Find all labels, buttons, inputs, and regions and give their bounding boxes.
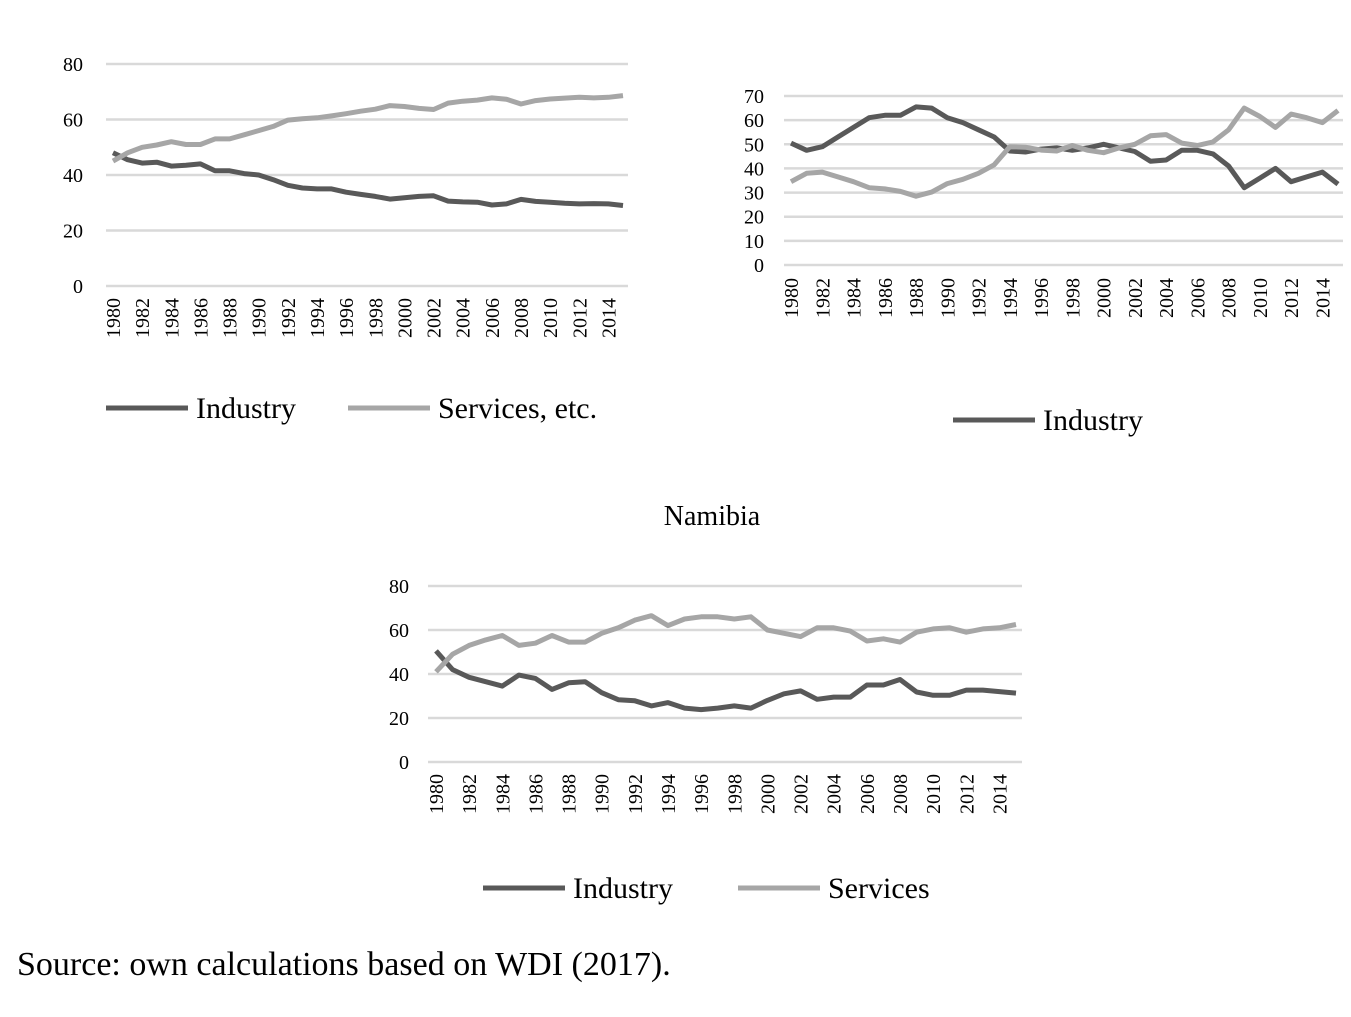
south-africa-x-tick-label: 1992 bbox=[278, 298, 300, 338]
namibia-x-tick-label: 1984 bbox=[492, 774, 514, 814]
namibia-x-tick-label: 2014 bbox=[989, 774, 1011, 814]
chart-2-x-tick-label: 1986 bbox=[875, 278, 897, 318]
south-africa-series-industry bbox=[111, 150, 624, 208]
chart-2-x-tick-label: 2004 bbox=[1156, 278, 1178, 318]
namibia-chart: Namibia 0 20 40 60 80 1980 1982 1984 1986 1988 1990… bbox=[389, 501, 1022, 905]
chart-2-x-tick-label: 2000 bbox=[1094, 278, 1116, 318]
south-africa-x-tick-label: 2006 bbox=[482, 298, 504, 338]
namibia-x-tick-label: 2004 bbox=[824, 774, 846, 814]
south-africa-legend-item: Services, etc. bbox=[348, 392, 597, 425]
chart-2-legend-label: Industry bbox=[1043, 404, 1143, 437]
namibia-title: Namibia bbox=[664, 501, 761, 532]
south-africa-x-tick-label: 2008 bbox=[511, 298, 533, 338]
chart-2-x-tick-label: 1994 bbox=[1000, 278, 1022, 318]
south-africa-x-tick-label: 2012 bbox=[569, 298, 591, 338]
south-africa-legend-label: Industry bbox=[196, 392, 296, 425]
chart-2-y-tick-label: 30 bbox=[744, 183, 764, 205]
chart-2-y-tick-label: 20 bbox=[744, 207, 764, 229]
south-africa-x-tick-label: 1986 bbox=[190, 298, 212, 338]
south-africa-x-tick-label: 2000 bbox=[394, 298, 416, 338]
south-africa-series-services-etc bbox=[111, 93, 624, 164]
south-africa-x-tick-label: 1996 bbox=[336, 298, 358, 338]
south-africa-x-tick-label: 2014 bbox=[598, 298, 620, 338]
south-africa-x-tick-label: 2002 bbox=[424, 298, 446, 338]
chart-2-x-tick-label: 1996 bbox=[1031, 278, 1053, 318]
chart-2-y-tick-label: 10 bbox=[744, 231, 764, 253]
namibia-x-tick-label: 2008 bbox=[890, 774, 912, 814]
namibia-x-tick-label: 2012 bbox=[956, 774, 978, 814]
chart-2-x-tick-label: 2002 bbox=[1125, 278, 1147, 318]
namibia-y-tick-label: 80 bbox=[389, 576, 409, 598]
south-africa-legend-item: Industry bbox=[106, 392, 296, 425]
namibia-series-industry bbox=[434, 649, 1017, 713]
chart-2-x-tick-label: 1990 bbox=[937, 278, 959, 318]
chart-2-series-services bbox=[789, 105, 1340, 199]
namibia-x-tick-label: 1996 bbox=[691, 774, 713, 814]
chart-2-y-tick-label: 60 bbox=[744, 110, 764, 132]
south-africa-x-tick-label: 1982 bbox=[132, 298, 154, 338]
south-africa-chart: South Africa 0 20 40 60 80 1980 1982 1984 1986 198… bbox=[63, 0, 628, 425]
south-africa-title: South Africa bbox=[283, 0, 426, 3]
chart-2-x-tick-label: 1982 bbox=[812, 278, 834, 318]
namibia-y-tick-label: 0 bbox=[399, 752, 409, 774]
chart-2-x-tick-label: 2010 bbox=[1250, 278, 1272, 318]
chart-2-x-tick-label: 1980 bbox=[781, 278, 803, 318]
source-note: Source: own calculations based on WDI (2… bbox=[17, 946, 671, 983]
south-africa-x-tick-label: 2010 bbox=[540, 298, 562, 338]
south-africa-y-tick-label: 0 bbox=[73, 276, 83, 298]
chart-2-x-tick-label: 1998 bbox=[1062, 278, 1084, 318]
namibia-y-tick-label: 20 bbox=[389, 708, 409, 730]
chart-2-x-tick-label: 2006 bbox=[1187, 278, 1209, 318]
namibia-x-tick-label: 1980 bbox=[426, 774, 448, 814]
namibia-series-services bbox=[434, 613, 1017, 674]
south-africa-x-tick-label: 1994 bbox=[307, 298, 329, 338]
namibia-x-tick-label: 1982 bbox=[459, 774, 481, 814]
south-africa-x-tick-label: 1988 bbox=[220, 298, 242, 338]
namibia-legend-label: Industry bbox=[573, 872, 673, 905]
namibia-x-tick-label: 2010 bbox=[923, 774, 945, 814]
chart-2-x-tick-label: 1992 bbox=[969, 278, 991, 318]
namibia-y-tick-label: 60 bbox=[389, 620, 409, 642]
chart-2-y-tick-label: 0 bbox=[754, 255, 764, 277]
south-africa-y-tick-label: 60 bbox=[63, 110, 83, 132]
namibia-x-tick-label: 1988 bbox=[559, 774, 581, 814]
south-africa-y-tick-label: 80 bbox=[63, 54, 83, 76]
namibia-x-tick-label: 1990 bbox=[592, 774, 614, 814]
namibia-x-tick-label: 1986 bbox=[525, 774, 547, 814]
south-africa-x-tick-label: 1990 bbox=[249, 298, 271, 338]
chart-2-y-tick-label: 40 bbox=[744, 158, 764, 180]
chart-2-x-tick-label: 1984 bbox=[844, 278, 866, 318]
namibia-x-tick-label: 1994 bbox=[658, 774, 680, 814]
namibia-x-tick-label: 1992 bbox=[625, 774, 647, 814]
chart-2-x-tick-label: 1988 bbox=[906, 278, 928, 318]
south-africa-x-tick-label: 1998 bbox=[365, 298, 387, 338]
chart-2-legend-item: Industry bbox=[953, 404, 1143, 437]
chart-2-y-tick-label: 70 bbox=[744, 86, 764, 108]
south-africa-x-tick-label: 1980 bbox=[103, 298, 125, 338]
namibia-legend-item: Industry bbox=[483, 872, 673, 905]
south-africa-y-tick-label: 20 bbox=[63, 221, 83, 243]
chart-2-x-tick-label: 2012 bbox=[1281, 278, 1303, 318]
chart-2-x-tick-label: 2008 bbox=[1219, 278, 1241, 318]
namibia-x-tick-label: 2002 bbox=[791, 774, 813, 814]
south-africa-x-tick-label: 1984 bbox=[161, 298, 183, 338]
south-africa-x-tick-label: 2004 bbox=[453, 298, 475, 338]
namibia-x-tick-label: 1998 bbox=[724, 774, 746, 814]
namibia-x-tick-label: 2006 bbox=[857, 774, 879, 814]
chart-2-y-tick-label: 50 bbox=[744, 134, 764, 156]
namibia-y-tick-label: 40 bbox=[389, 664, 409, 686]
south-africa-legend-label: Services, etc. bbox=[438, 392, 597, 425]
namibia-legend-label: Services bbox=[828, 872, 930, 905]
chart-2-x-tick-label: 2014 bbox=[1312, 278, 1334, 318]
namibia-x-tick-label: 2000 bbox=[757, 774, 779, 814]
south-africa-y-tick-label: 40 bbox=[63, 165, 83, 187]
namibia-legend-item: Services bbox=[738, 872, 930, 905]
